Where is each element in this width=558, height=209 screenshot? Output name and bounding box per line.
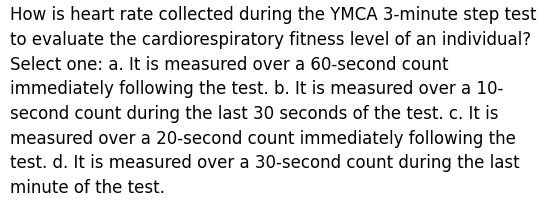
Text: How is heart rate collected during the YMCA 3-minute step test: How is heart rate collected during the Y… (10, 6, 537, 24)
Text: minute of the test.: minute of the test. (10, 179, 165, 197)
Text: immediately following the test. b. It is measured over a 10-: immediately following the test. b. It is… (10, 80, 503, 98)
Text: second count during the last 30 seconds of the test. c. It is: second count during the last 30 seconds … (10, 105, 498, 123)
Text: test. d. It is measured over a 30-second count during the last: test. d. It is measured over a 30-second… (10, 154, 519, 172)
Text: Select one: a. It is measured over a 60-second count: Select one: a. It is measured over a 60-… (10, 56, 449, 74)
Text: to evaluate the cardiorespiratory fitness level of an individual?: to evaluate the cardiorespiratory fitnes… (10, 31, 531, 49)
Text: measured over a 20-second count immediately following the: measured over a 20-second count immediat… (10, 130, 516, 148)
